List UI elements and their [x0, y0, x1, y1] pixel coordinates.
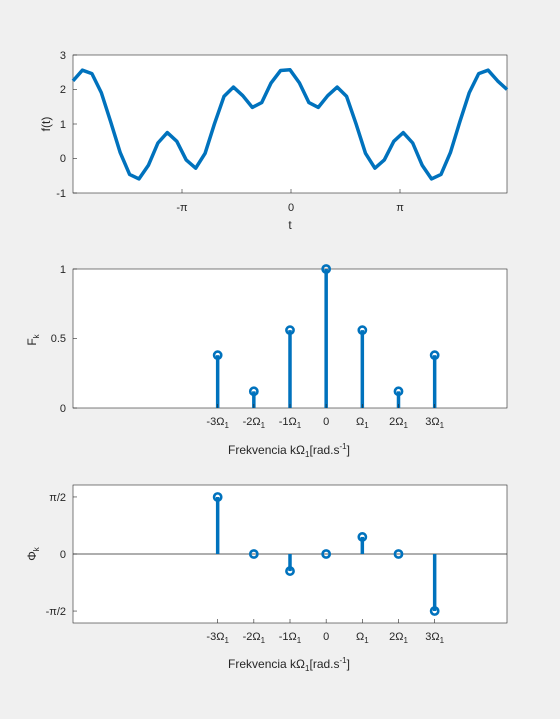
- x-tick-label: 2Ω1: [389, 631, 408, 645]
- stem-marker: [429, 606, 440, 616]
- y-tick-label: -π/2: [46, 606, 66, 618]
- x-tick-label: 0: [323, 416, 329, 428]
- y-axis-label: Φk: [25, 546, 41, 561]
- stem-marker: [321, 549, 332, 559]
- y-tick-label: -1: [56, 188, 66, 200]
- stem-marker: [357, 532, 368, 542]
- x-axis-label: Frekvencia kΩ1[rad.s-1]: [228, 656, 350, 673]
- y-tick-label: 3: [60, 50, 66, 62]
- x-tick-label: 0: [323, 631, 329, 643]
- x-axis-label: Frekvencia kΩ1[rad.s-1]: [228, 442, 350, 459]
- y-tick-label: 0: [60, 403, 66, 415]
- y-tick-label: 0: [60, 153, 66, 165]
- y-tick-label: 1: [60, 264, 66, 276]
- x-tick-label: π: [396, 202, 404, 214]
- stem-marker: [212, 492, 223, 502]
- y-tick-label: 0: [60, 549, 66, 561]
- y-axis-label: Fk: [25, 333, 41, 345]
- x-tick-label: Ω1: [356, 416, 369, 430]
- y-tick-label: 1: [60, 119, 66, 131]
- stem-marker: [393, 549, 404, 559]
- stems: [212, 264, 440, 408]
- x-tick-label: 3Ω1: [425, 631, 444, 645]
- x-tick-label: -1Ω1: [279, 416, 302, 430]
- stem-marker: [285, 325, 295, 336]
- stems: [212, 492, 440, 616]
- stem-marker: [357, 325, 368, 336]
- x-tick-label: 2Ω1: [389, 416, 408, 430]
- amplitude-spectrum-plot: 1 0.5 0 -3Ω1 -2Ω1 -1Ω1 0 Ω1 2Ω1 3Ω1 Frekvencia…: [25, 264, 508, 459]
- x-tick-label: 0: [288, 202, 294, 214]
- x-tick-label: -2Ω1: [243, 631, 266, 645]
- signal-plot: 3 2 1 0 -1 -π 0 π t f(t): [39, 50, 509, 232]
- x-tick-label: -3Ω1: [206, 416, 229, 430]
- x-tick-label: 3Ω1: [425, 416, 444, 430]
- phase-spectrum-plot: π/2 0 -π/2 -3Ω1 -2Ω1 -1Ω1 0 Ω1 2Ω1 3Ω1 Frekven…: [25, 484, 508, 673]
- x-axis-label: t: [288, 218, 292, 232]
- y-tick-label: 2: [60, 84, 66, 96]
- y-tick-labels: 3 2 1 0 -1: [56, 50, 66, 200]
- stem-marker: [429, 350, 440, 361]
- stem-marker: [285, 566, 295, 576]
- stem-marker: [248, 549, 259, 559]
- x-tick-label: -3Ω1: [206, 631, 229, 645]
- x-tick-label: -1Ω1: [279, 631, 302, 645]
- x-tick-label: -2Ω1: [243, 416, 266, 430]
- x-tick-label: Ω1: [356, 631, 369, 645]
- x-tick-label: -π: [176, 202, 188, 214]
- y-axis-label: f(t): [39, 117, 53, 132]
- stem-marker: [248, 386, 259, 397]
- series-line: [71, 68, 509, 181]
- stem-marker: [321, 264, 332, 274]
- y-tick-label: 0.5: [51, 333, 66, 345]
- stem-marker: [393, 386, 404, 397]
- stem-marker: [212, 350, 223, 361]
- y-tick-label: π/2: [49, 492, 66, 504]
